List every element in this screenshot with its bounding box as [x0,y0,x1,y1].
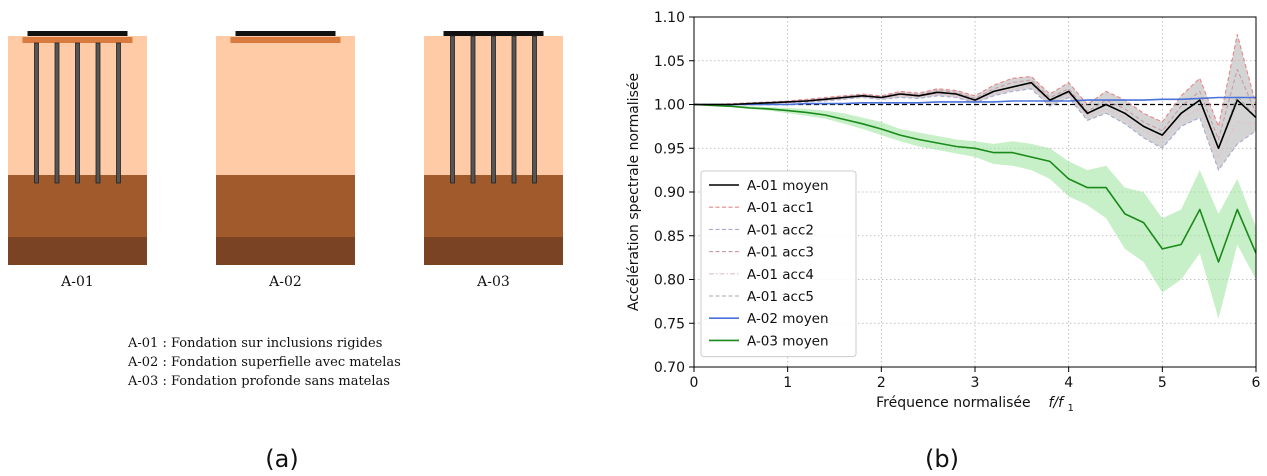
legend-entry-label: A-01 acc5 [747,289,814,305]
legend-line-a02: A-02 : Fondation superfielle avec matela… [127,355,401,370]
chart-legend: A-01 moyen A-01 acc1 A-01 acc2 A-01 acc3 A-0… [700,170,857,358]
y-tick-label: 0.75 [654,316,685,332]
foundation-models: A-01 A-02 A-03 [8,31,563,290]
y-tick-label: 1.05 [654,54,685,70]
panel-b-caption: (b) [925,445,959,473]
y-tick-label: 1.00 [654,98,685,114]
rigid-inclusion [491,35,496,184]
model-a-03: A-03 [424,31,563,290]
y-axis-label: Accélération spectrale normalisée [626,73,642,311]
tick-labels: 0 1 2 3 4 5 6 0.70 0.75 0.80 0.85 0.90 0.95 1.00 1.05 1… [654,10,1261,391]
x-axis-label-text: Fréquence normalisée [876,395,1031,411]
series-line-1 [694,33,1257,127]
x-axis-label-var: f/f [1048,395,1065,411]
panel-a-schematics: A-01 A-02 A-03 A-01 : Fondation sur inclus… [8,31,563,473]
x-axis-label: Fréquence normalisée f/f 1 [876,395,1074,414]
rigid-inclusion [54,42,60,184]
rigid-inclusion [75,42,80,184]
legend-entry-label: A-03 moyen [747,333,829,349]
model-a-01: A-01 [8,31,147,290]
rigid-inclusion [95,42,101,184]
mattress-layer [22,37,133,43]
soil-layer-bottom [424,237,563,265]
y-tick-label: 0.70 [654,360,685,376]
soil-layer-middle [216,175,355,237]
legend-entry-label: A-01 acc3 [747,245,814,261]
foundation-slab [235,31,336,36]
legend-entry-label: A-02 moyen [747,311,829,327]
model-label: A-01 [60,274,94,290]
panel-a-caption: (a) [265,445,298,473]
series-line-2 [694,88,1257,171]
x-tick-label: 5 [1158,375,1167,391]
y-tick-label: 0.85 [654,229,685,245]
x-axis-label-spacer [1035,395,1044,411]
model-label: A-02 [268,274,302,290]
model-a-02: A-02 [216,31,355,290]
legend-box [700,170,857,358]
y-tick-label: 0.95 [654,141,685,157]
soil-layer-upper [216,36,355,175]
x-tick-label: 1 [783,375,792,391]
soil-layer-bottom [216,237,355,265]
legend-line-a03: A-03 : Fondation profonde sans matelas [127,374,390,389]
y-tick-label: 0.80 [654,273,685,289]
x-tick-label: 0 [690,375,699,391]
x-tick-label: 4 [1064,375,1073,391]
band-a-03 [694,104,1256,319]
legend-entry-label: A-01 acc1 [747,200,814,216]
y-tick-label: 1.10 [654,10,685,26]
foundation-slab [27,31,128,36]
mattress-layer [230,37,341,43]
rigid-inclusion [34,42,39,184]
rigid-inclusion [532,35,537,184]
series-lines [693,33,1257,263]
rigid-inclusion [511,35,517,184]
series-line-4 [694,84,1257,158]
soil-layer-middle [8,175,147,237]
legend-entry-label: A-01 acc2 [747,222,814,238]
series-line-6 [694,96,1256,106]
legend-line-a01: A-01 : Fondation sur inclusions rigides [127,336,382,351]
x-axis-label-sub: 1 [1068,403,1074,414]
y-tick-label: 0.90 [654,185,685,201]
rigid-inclusion [470,35,476,184]
series-line-0 [694,81,1257,150]
panel-b-chart: 0 1 2 3 4 5 6 0.70 0.75 0.80 0.85 0.90 0.95 1.00 1.05 1… [626,10,1261,473]
x-tick-label: 3 [971,375,980,391]
soil-layer-bottom [8,237,147,265]
x-tick-label: 2 [877,375,886,391]
series-line-7 [693,103,1257,263]
soil-layer-middle [424,175,563,237]
model-legend: A-01 : Fondation sur inclusions rigides … [127,336,401,389]
rigid-inclusion [116,42,121,184]
legend-entry-label: A-01 acc4 [747,267,814,283]
foundation-slab [443,31,544,36]
x-tick-label: 6 [1252,375,1261,391]
model-label: A-03 [476,274,510,290]
rigid-inclusion [450,35,455,184]
legend-entry-label: A-01 moyen [747,178,829,194]
